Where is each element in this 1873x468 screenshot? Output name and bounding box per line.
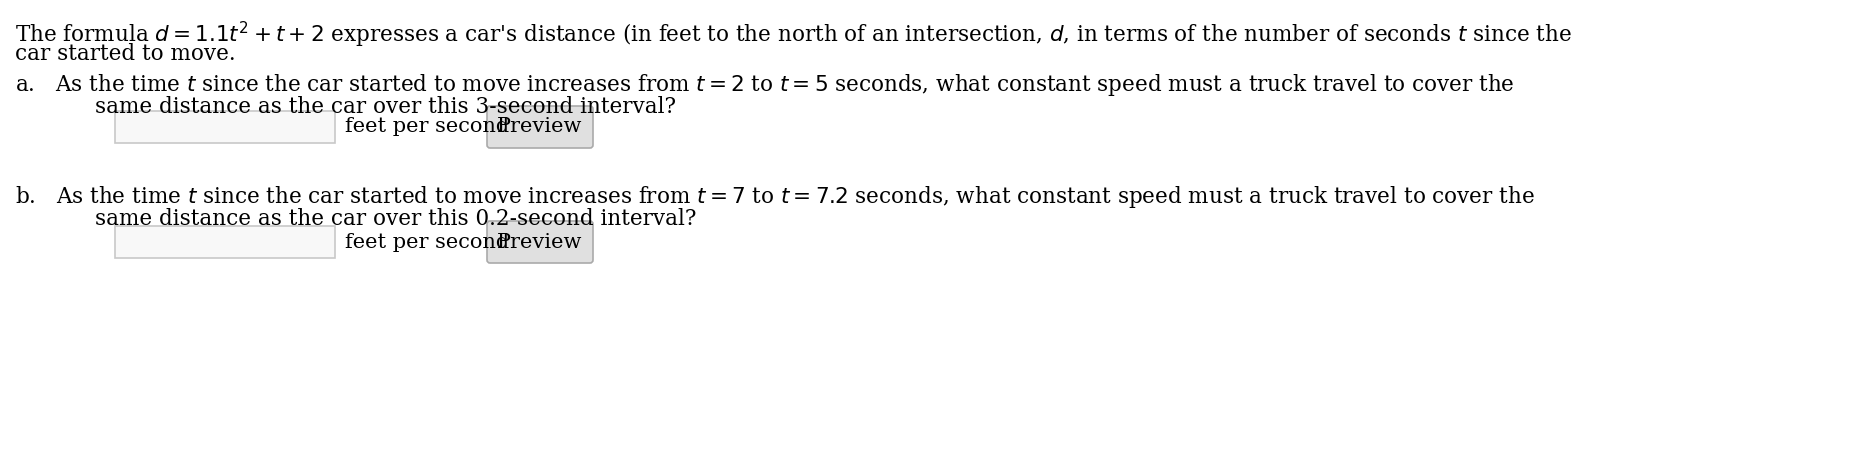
Text: same distance as the car over this 0.2-second interval?: same distance as the car over this 0.2-s… [96,208,697,230]
Text: a.   As the time $t$ since the car started to move increases from $t = 2$ to $t : a. As the time $t$ since the car started… [15,72,1513,98]
Text: same distance as the car over this 3-second interval?: same distance as the car over this 3-sec… [96,96,676,118]
Text: b.   As the time $t$ since the car started to move increases from $t = 7$ to $t : b. As the time $t$ since the car started… [15,184,1534,210]
FancyBboxPatch shape [114,111,335,143]
FancyBboxPatch shape [487,106,592,148]
Text: feet per second: feet per second [345,117,509,137]
FancyBboxPatch shape [114,226,335,258]
Text: feet per second: feet per second [345,233,509,251]
Text: Preview: Preview [496,117,583,137]
FancyBboxPatch shape [487,221,592,263]
Text: Preview: Preview [496,233,583,251]
Text: car started to move.: car started to move. [15,43,236,65]
Text: The formula $d = 1.1t^2 + t + 2$ expresses a car's distance (in feet to the nort: The formula $d = 1.1t^2 + t + 2$ express… [15,20,1571,50]
